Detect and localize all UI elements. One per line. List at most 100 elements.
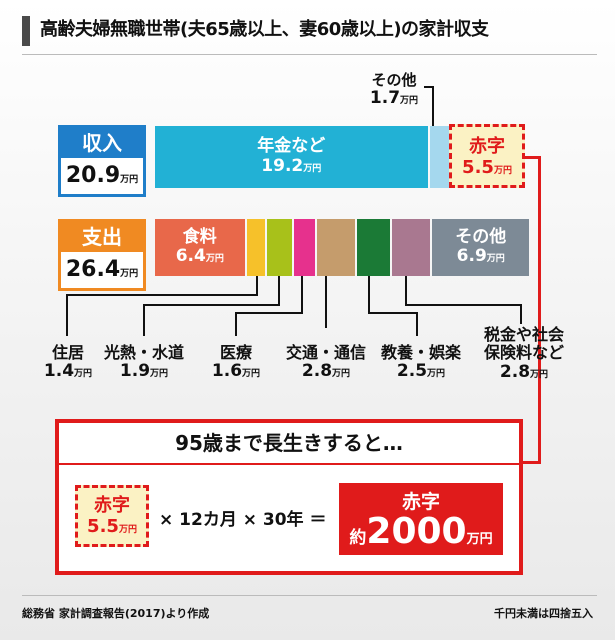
expense-bar-0-label: 食料 6.4万円 (155, 226, 245, 267)
expense-bar-0-name: 食料 (182, 226, 217, 247)
title-accent-bar (22, 16, 30, 46)
cat-tax: 税金や社会 保険料など 2.8万円 (472, 325, 576, 382)
projection-deficit-value: 5.5 (87, 515, 119, 537)
cat-recreation-value: 2.5 (396, 361, 428, 382)
expense-bar-1 (246, 219, 265, 276)
deficit-value: 5.5 (462, 156, 494, 178)
projection-result-box: 赤字 約2000万円 (339, 483, 503, 555)
leader-line (368, 276, 370, 314)
red-connector (520, 461, 541, 464)
cat-medical-value: 1.6 (211, 361, 243, 382)
expense-total-value: 26.4 (65, 257, 121, 282)
leader-line (405, 304, 522, 306)
projection-result-unit: 万円 (466, 532, 493, 547)
projection-result-label: 赤字 (401, 491, 440, 513)
leader-line (368, 312, 418, 314)
leader-line (520, 304, 522, 324)
income-label: 収入 (61, 128, 143, 158)
expense-bar-4 (316, 219, 355, 276)
divider (22, 54, 597, 55)
unit: 万円 (530, 369, 549, 380)
expense-bar-6 (392, 219, 431, 276)
deficit-unit: 万円 (493, 165, 512, 176)
projection-formula: × 12カ月 × 30年 ＝ (159, 510, 327, 530)
cat-tax-name-2: 保険料など (483, 343, 564, 363)
cat-tax-value: 2.8 (499, 361, 531, 382)
leader-line (416, 312, 418, 336)
leader-line (256, 276, 258, 296)
leader-line (301, 276, 303, 314)
red-connector (525, 156, 541, 159)
expense-bar-7-value: 6.9万円 (456, 246, 505, 267)
leader-line (432, 86, 434, 126)
projection-result-value: 2000 (366, 511, 467, 552)
cat-tax-name-1: 税金や社会 (483, 325, 564, 344)
red-connector (538, 156, 541, 464)
expense-bar-0: 食料 6.4万円 (155, 219, 245, 276)
expense-bar-7: その他 6.9万円 (432, 219, 530, 276)
expense-bar-7-name: その他 (455, 226, 507, 247)
income-total-value: 20.9 (65, 163, 121, 188)
leader-line (143, 304, 280, 306)
cat-housing-value: 1.4 (43, 361, 75, 382)
expense-label-box: 支出 26.4万円 (58, 219, 146, 291)
unit: 万円 (427, 369, 446, 380)
cat-utilities-value: 1.9 (119, 361, 151, 382)
cat-transport-name: 交通・通信 (285, 343, 366, 362)
income-other-unit: 万円 (400, 96, 419, 107)
income-label-box: 収入 20.9万円 (58, 125, 146, 197)
cat-recreation: 教養・娯楽 2.5万円 (374, 343, 468, 382)
leader-line (143, 304, 145, 336)
cat-housing: 住居 1.4万円 (36, 343, 100, 382)
unit: 万円 (74, 369, 93, 380)
leader-line (424, 86, 434, 88)
cat-transport: 交通・通信 2.8万円 (279, 343, 373, 382)
leader-line (235, 312, 303, 314)
leader-line (66, 294, 258, 296)
leader-line (405, 276, 407, 306)
unit: 万円 (332, 369, 351, 380)
leader-line (66, 294, 68, 336)
leader-line (235, 312, 237, 336)
cat-medical-name: 医療 (219, 343, 252, 362)
leader-line (325, 276, 327, 328)
projection-result-prefix: 約 (349, 528, 367, 548)
income-other-value: 1.7 (369, 88, 401, 109)
projection-deficit-box: 赤字 5.5万円 (75, 485, 149, 547)
income-bar-1 (429, 126, 452, 188)
chart-title: 高齢夫婦無職世帯(夫65歳以上、妻60歳以上)の家計収支 (40, 19, 489, 40)
expense-total: 26.4万円 (61, 252, 143, 292)
cat-utilities-name: 光熱・水道 (103, 343, 184, 362)
income-total-unit: 万円 (120, 175, 139, 185)
unit: 万円 (242, 369, 261, 380)
deficit-box: 赤字 5.5万円 (449, 124, 525, 188)
divider (22, 595, 597, 596)
cat-housing-name: 住居 (51, 343, 84, 362)
expense-label: 支出 (61, 222, 143, 252)
income-bar-0-value: 19.2万円 (261, 155, 322, 176)
projection-heading: 95歳まで長生きすると… (175, 431, 403, 455)
income-other-callout: その他 1.7万円 (364, 71, 424, 109)
source-note: 総務省 家計調査報告(2017)より作成 (22, 607, 210, 620)
expense-bar-3 (293, 219, 315, 276)
deficit-label: 赤字 (469, 136, 505, 157)
income-total: 20.9万円 (61, 158, 143, 198)
expense-bar-5 (356, 219, 391, 276)
income-other-name: その他 (371, 71, 417, 89)
cat-utilities: 光熱・水道 1.9万円 (98, 343, 190, 382)
projection-box: 95歳まで長生きすると… 赤字 5.5万円 × 12カ月 × 30年 ＝ 赤字 … (55, 419, 523, 575)
unit: 万円 (118, 524, 137, 535)
leader-line (278, 276, 280, 306)
expense-bar-2 (266, 219, 292, 276)
income-bar-0-label: 年金など 19.2万円 (155, 136, 428, 176)
income-bar-0: 年金など 19.2万円 (155, 126, 428, 188)
projection-divider (59, 463, 519, 465)
unit: 万円 (150, 369, 169, 380)
cat-medical: 医療 1.6万円 (200, 343, 272, 382)
expense-total-unit: 万円 (120, 269, 139, 279)
expense-bar-7-label: その他 6.9万円 (432, 226, 529, 267)
cat-recreation-name: 教養・娯楽 (380, 343, 461, 362)
income-bar-0-name: 年金など (257, 136, 326, 156)
expense-bar-0-value: 6.4万円 (175, 246, 224, 267)
